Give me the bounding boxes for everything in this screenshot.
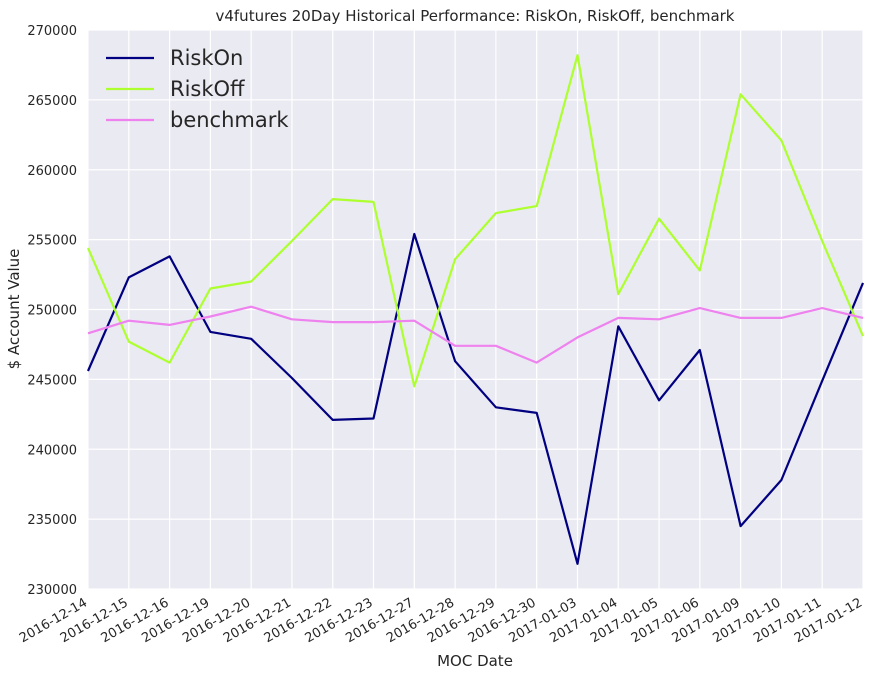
y-tick-label: 255000 bbox=[27, 234, 77, 249]
series-line-benchmark bbox=[87, 305, 864, 364]
y-tick-label: 250000 bbox=[27, 304, 77, 319]
x-tick-labels: 2016-12-142016-12-152016-12-162016-12-19… bbox=[17, 595, 865, 646]
grid bbox=[87, 29, 864, 590]
x-axis-title: MOC Date bbox=[437, 652, 513, 670]
legend: RiskOn RiskOff benchmark bbox=[106, 46, 289, 132]
y-tick-label: 235000 bbox=[27, 513, 77, 528]
legend-label-riskon: RiskOn bbox=[170, 46, 243, 70]
series-line-riskoff bbox=[86, 54, 865, 388]
series-line-riskon bbox=[86, 232, 865, 565]
legend-label-benchmark: benchmark bbox=[170, 108, 289, 132]
y-tick-labels: 230000 235000 240000 245000 250000 255000 2600… bbox=[27, 24, 77, 598]
y-tick-label: 245000 bbox=[27, 373, 77, 388]
y-tick-label: 260000 bbox=[27, 164, 77, 179]
y-axis-title: $ Account Value bbox=[5, 249, 23, 370]
y-tick-label: 240000 bbox=[27, 443, 77, 458]
y-tick-label: 270000 bbox=[27, 24, 77, 39]
y-tick-label: 265000 bbox=[27, 94, 77, 109]
legend-label-riskoff: RiskOff bbox=[170, 77, 245, 101]
y-tick-label: 230000 bbox=[27, 583, 77, 598]
chart-title: v4futures 20Day Historical Performance: … bbox=[215, 7, 734, 25]
series-lines bbox=[86, 54, 865, 565]
